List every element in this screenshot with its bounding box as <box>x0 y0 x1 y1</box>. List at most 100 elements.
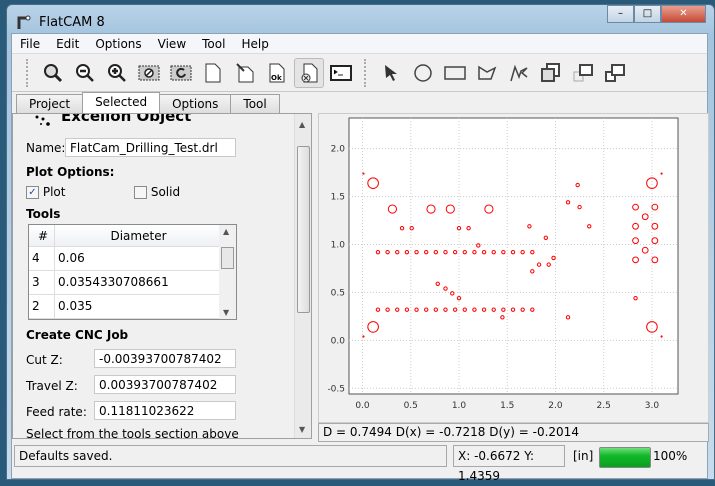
tool-number: 2 <box>29 295 55 318</box>
drill-hole <box>414 249 419 255</box>
measurement-readout: D = 0.7494 D(x) = -0.7218 D(y) = -0.2014 <box>318 423 709 442</box>
tab-selected[interactable]: Selected <box>82 92 161 113</box>
table-row[interactable]: 2 0.035 <box>29 295 236 319</box>
zoom-out-icon[interactable] <box>70 58 100 88</box>
subtract-icon[interactable] <box>600 58 630 88</box>
clear-plot-icon[interactable] <box>134 58 164 88</box>
tab-project[interactable]: Project <box>16 94 84 113</box>
menu-tool[interactable]: Tool <box>202 36 226 51</box>
col-number[interactable]: # <box>29 225 55 246</box>
intersection-icon[interactable] <box>568 58 598 88</box>
table-row[interactable]: 4 0.06 <box>29 247 236 271</box>
drill-hole <box>466 226 471 231</box>
drill-hole <box>452 249 458 255</box>
drill-hole <box>450 291 455 296</box>
cursor-coords: X: -0.6672 Y: 1.4359 <box>453 445 565 483</box>
progress-label: 100% <box>653 449 688 463</box>
feedrate-label: Feed rate: <box>26 405 87 419</box>
circle-icon[interactable] <box>408 58 438 88</box>
x-tick-label: 2.5 <box>597 401 611 411</box>
app-window: FlatCAM 8 – □ ✕ File Edit Options View T… <box>6 4 715 483</box>
menu-edit[interactable]: Edit <box>56 36 80 51</box>
new-project-icon[interactable] <box>198 58 228 88</box>
pointer-icon[interactable] <box>376 58 406 88</box>
rectangle-icon[interactable] <box>440 58 470 88</box>
table-scrollbar[interactable]: ▲ ▼ <box>219 225 236 319</box>
toolbar-handle[interactable] <box>26 58 30 87</box>
drill-hole <box>527 224 532 229</box>
drill-hole <box>546 262 551 267</box>
zoom-in-icon[interactable] <box>102 58 132 88</box>
menu-options[interactable]: Options <box>95 36 142 51</box>
drill-hole <box>510 249 516 255</box>
notebook-tabs: Project Selected Options Tool <box>16 92 280 113</box>
solid-checkbox[interactable]: Solid <box>134 185 180 199</box>
drill-hole <box>481 249 487 255</box>
table-row[interactable]: 3 0.0354330708661 <box>29 271 236 295</box>
drill-hole <box>575 182 580 188</box>
close-button[interactable]: ✕ <box>661 5 706 23</box>
drill-hole <box>646 177 658 189</box>
path-icon[interactable] <box>504 58 534 88</box>
cutz-input[interactable]: -0.00393700787402 <box>94 349 236 368</box>
union-icon[interactable] <box>536 58 566 88</box>
delete-file-icon[interactable] <box>294 57 324 88</box>
drill-hole <box>632 203 639 211</box>
scroll-thumb[interactable] <box>297 146 310 313</box>
travelz-label: Travel Z: <box>26 379 78 393</box>
drill-hole <box>399 226 405 231</box>
tool-number: 4 <box>29 247 55 270</box>
drill-hole <box>484 204 494 214</box>
drill-hole <box>426 204 436 214</box>
y-tick-label: 1.5 <box>331 193 345 203</box>
zoom-fit-icon[interactable] <box>38 58 68 88</box>
tab-options[interactable]: Options <box>159 94 232 113</box>
tab-tool[interactable]: Tool <box>230 94 280 113</box>
solid-check-box[interactable] <box>134 186 147 199</box>
drill-hole <box>433 249 439 255</box>
drill-hole <box>362 335 365 338</box>
feedrate-input[interactable]: 0.11811023622 <box>94 401 236 420</box>
drill-hole <box>445 204 455 214</box>
drill-hole <box>632 237 639 245</box>
toolbar-handle-2[interactable] <box>364 58 368 87</box>
replot-icon[interactable] <box>166 58 196 88</box>
drill-hole <box>530 307 535 312</box>
tool-diameter: 0.035 <box>58 299 93 313</box>
plot-area[interactable]: 0.0 0.5 1.0 1.5 2.0 2.5 3.0 -0.5 0.0 0.5 1.0 1.5 2.0 <box>318 113 709 423</box>
drill-hole <box>660 335 663 338</box>
flatcam-logo-icon <box>17 15 31 29</box>
plot-checkbox[interactable]: ✓ Plot <box>26 185 65 199</box>
plot-check-icon[interactable]: ✓ <box>26 186 39 199</box>
minimize-button[interactable]: – <box>607 5 634 23</box>
shell-icon[interactable] <box>326 58 356 88</box>
y-tick-label: -0.5 <box>327 384 345 394</box>
name-input[interactable]: FlatCam_Drilling_Test.drl <box>65 138 236 157</box>
drill-hole <box>433 307 439 312</box>
menu-view[interactable]: View <box>157 36 187 51</box>
cutz-label: Cut Z: <box>26 353 63 367</box>
edit-file-icon[interactable] <box>230 58 260 88</box>
polygon-icon[interactable] <box>472 58 502 88</box>
menu-help[interactable]: Help <box>241 36 269 51</box>
drill-hole <box>375 249 381 255</box>
drill-hole <box>414 307 419 312</box>
ok-file-icon[interactable]: Ok <box>262 58 292 88</box>
menu-file[interactable]: File <box>20 36 41 51</box>
drill-hole <box>443 286 448 291</box>
panel-scrollbar[interactable]: ▲ ▼ <box>294 114 311 438</box>
tool-diameter: 0.06 <box>58 251 85 265</box>
drill-hole <box>520 307 525 312</box>
x-tick-label: 0.5 <box>404 401 418 411</box>
drill-hole <box>375 307 381 312</box>
drill-hole <box>452 307 458 312</box>
travelz-input[interactable]: 0.00393700787402 <box>94 375 236 394</box>
drill-hole <box>443 249 448 255</box>
drill-hole <box>472 249 477 255</box>
maximize-button[interactable]: □ <box>634 5 661 23</box>
plot-label: Plot <box>42 185 66 199</box>
col-diameter[interactable]: Diameter <box>110 229 167 243</box>
drill-hole <box>367 321 379 333</box>
drill-plot[interactable]: 0.0 0.5 1.0 1.5 2.0 2.5 3.0 -0.5 0.0 0.5 1.0 1.5 2.0 <box>319 114 708 422</box>
x-tick-label: 1.0 <box>452 401 467 411</box>
